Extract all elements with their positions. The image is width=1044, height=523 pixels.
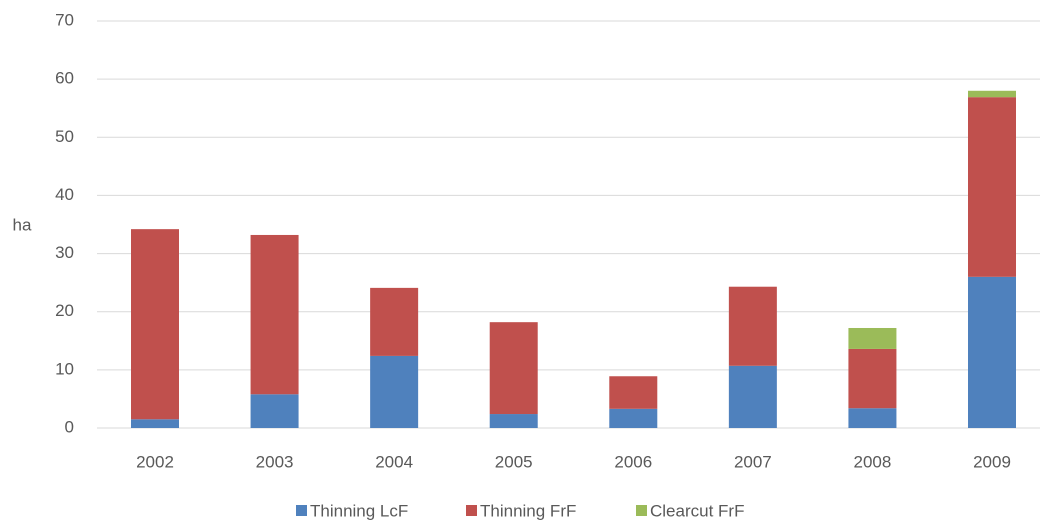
legend-label: Thinning LcF: [310, 501, 408, 520]
y-tick-label: 70: [55, 10, 74, 29]
x-tick-label: 2008: [854, 452, 892, 471]
x-tick-label: 2007: [734, 452, 772, 471]
bar-segment: [728, 286, 777, 366]
bar-segment: [968, 276, 1016, 428]
x-tick-label: 2003: [256, 452, 294, 471]
bar-segment: [968, 97, 1016, 277]
legend-label: Thinning FrF: [480, 501, 576, 520]
y-axis-label: ha: [13, 215, 32, 234]
x-tick-label: 2004: [375, 452, 413, 471]
y-tick-label: 30: [55, 243, 74, 262]
x-tick-label: 2006: [614, 452, 652, 471]
bar-segment: [489, 414, 538, 428]
bar-segment: [370, 355, 419, 428]
y-tick-label: 50: [55, 127, 74, 146]
x-tick-label: 2009: [973, 452, 1011, 471]
y-tick-label: 60: [55, 69, 74, 88]
y-tick-label: 20: [55, 301, 74, 320]
bar-segment: [728, 365, 777, 428]
bar-segment: [848, 348, 897, 409]
y-tick-label: 40: [55, 185, 74, 204]
bar-segment: [848, 327, 897, 349]
bar-segment: [250, 394, 299, 428]
legend-swatch: [296, 505, 307, 516]
bar-segment: [848, 408, 897, 428]
legend-label: Clearcut FrF: [650, 501, 744, 520]
y-tick-label: 0: [65, 417, 74, 436]
bar-segment: [968, 90, 1016, 98]
bar-segment: [489, 322, 538, 415]
y-tick-label: 10: [55, 359, 74, 378]
bar-segment: [131, 229, 179, 420]
bar-segment: [609, 408, 658, 428]
x-tick-label: 2005: [495, 452, 533, 471]
bar-segment: [250, 234, 299, 395]
legend-swatch: [466, 505, 477, 516]
bar-segment: [370, 287, 419, 356]
bar-segment: [131, 419, 179, 428]
legend-swatch: [636, 505, 647, 516]
bar-segment: [609, 376, 658, 409]
x-tick-label: 2002: [136, 452, 174, 471]
